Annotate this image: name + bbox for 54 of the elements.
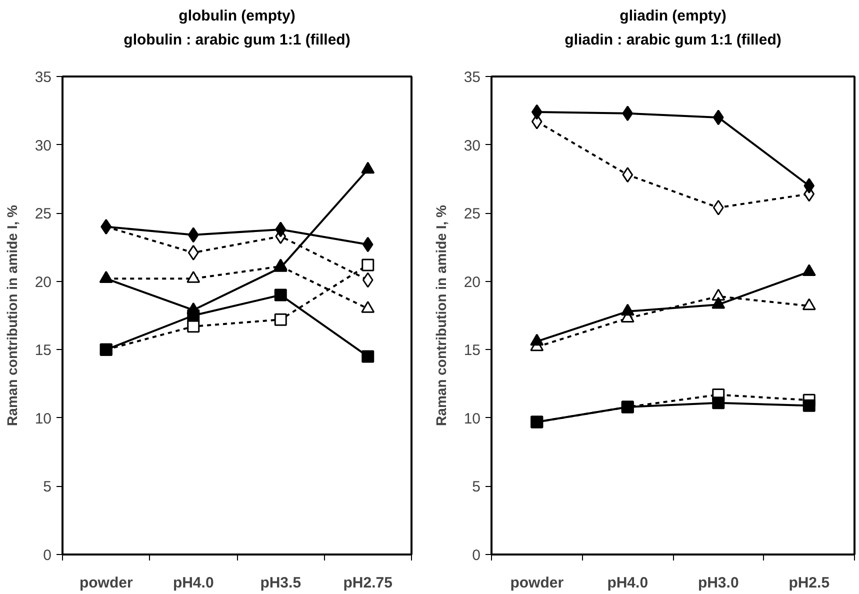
point	[275, 222, 286, 238]
point	[712, 200, 724, 216]
y-tick-label: 5	[472, 478, 480, 496]
chart-title: globulin (empty)	[178, 8, 296, 24]
y-axis-title: Raman contribution in amide I, %	[432, 204, 449, 426]
y-tick-label: 0	[472, 547, 480, 564]
y-tick-label: 10	[34, 410, 52, 428]
point	[188, 227, 199, 243]
x-tick-label: pH4.0	[172, 574, 214, 592]
x-tick-label: pH3.0	[698, 574, 739, 592]
point	[802, 399, 816, 412]
point	[361, 162, 375, 174]
x-tick-label: pH2.75	[343, 574, 392, 592]
point	[712, 396, 725, 410]
point	[802, 264, 816, 276]
point	[804, 178, 815, 194]
point	[274, 313, 287, 326]
point	[362, 236, 374, 252]
point	[531, 104, 542, 120]
point	[362, 258, 374, 272]
chart-subtitle: globulin : arabic gum 1:1 (filled)	[124, 32, 350, 48]
y-tick-label: 15	[464, 342, 481, 360]
y-tick-label: 35	[34, 69, 52, 86]
x-tick-label: powder	[79, 574, 133, 592]
point	[712, 110, 724, 126]
x-tick-label: powder	[510, 574, 564, 592]
y-tick-label: 5	[43, 478, 52, 496]
point	[620, 304, 634, 316]
y-tick-label: 25	[34, 206, 52, 223]
point	[622, 106, 634, 122]
y-tick-label: 30	[464, 137, 481, 154]
point	[188, 244, 199, 260]
point	[530, 334, 544, 346]
chart-title: gliadin (empty)	[620, 8, 726, 24]
point	[187, 309, 200, 322]
y-tick-label: 0	[43, 547, 52, 564]
y-axis-title: Raman contribution in amide I, %	[4, 204, 20, 426]
x-tick-label: pH2.5	[788, 574, 830, 592]
y-tick-label: 20	[464, 274, 481, 291]
point	[362, 350, 374, 363]
y-tick-label: 35	[464, 69, 481, 86]
chart-subtitle: gliadin : arabic gum 1:1 (filled)	[564, 32, 782, 48]
y-tick-label: 15	[34, 342, 52, 360]
point	[622, 167, 634, 183]
point	[274, 288, 287, 302]
y-tick-label: 20	[34, 274, 52, 291]
point	[362, 272, 374, 288]
y-tick-label: 30	[34, 137, 52, 154]
point	[712, 296, 726, 309]
x-tick-label: pH4.0	[607, 574, 648, 592]
point	[802, 298, 816, 310]
x-tick-label: pH3.5	[260, 574, 302, 592]
y-tick-label: 10	[464, 410, 481, 428]
y-tick-label: 25	[464, 206, 481, 223]
